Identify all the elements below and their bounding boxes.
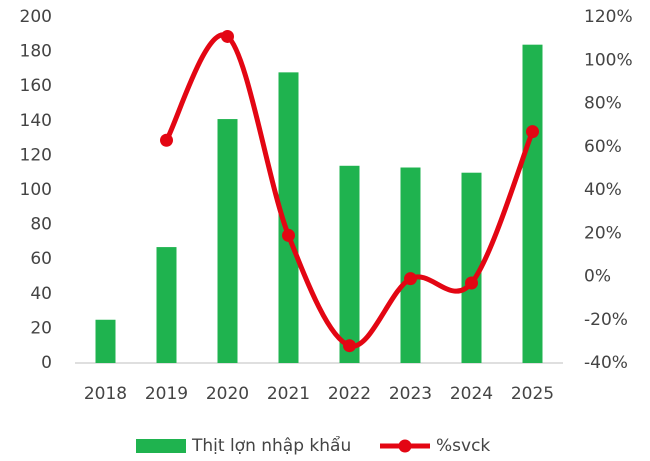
y2-tick-label: 60% (584, 137, 622, 157)
y-tick-label: 140 (20, 111, 52, 131)
x-tick-label: 2025 (511, 384, 554, 404)
x-tick-label: 2018 (84, 384, 127, 404)
x-tick-label: 2024 (450, 384, 493, 404)
legend-swatch-marker (398, 439, 412, 453)
line-marker (282, 228, 295, 242)
line-marker (526, 125, 539, 139)
y-tick-label: 40 (30, 284, 52, 304)
y-tick-label: 100 (20, 180, 52, 200)
y2-tick-label: -40% (584, 353, 628, 373)
y2-tick-label: -20% (584, 310, 628, 330)
y-tick-label: 60 (30, 249, 52, 269)
y-tick-label: 200 (20, 7, 52, 27)
bar (156, 247, 177, 363)
line-marker (465, 276, 478, 290)
bar (278, 72, 299, 364)
y-tick-label: 180 (20, 42, 52, 62)
x-tick-label: 2023 (389, 384, 432, 404)
y2-tick-label: 40% (584, 180, 622, 200)
y-tick-label: 0 (41, 353, 52, 373)
bar (95, 319, 116, 363)
y2-tick-label: 80% (584, 94, 622, 114)
x-tick-label: 2021 (267, 384, 310, 404)
y-tick-label: 80 (30, 215, 52, 235)
line-marker (221, 29, 234, 43)
y2-tick-label: 20% (584, 223, 622, 243)
x-tick-label: 2019 (145, 384, 188, 404)
line-marker (404, 272, 417, 286)
legend-label: %svck (436, 436, 490, 456)
bar (339, 165, 360, 363)
y-tick-label: 160 (20, 76, 52, 96)
bar (217, 119, 238, 363)
line-marker (160, 133, 173, 147)
legend-label: Thịt lợn nhập khẩu (191, 435, 351, 456)
legend-swatch (136, 439, 186, 453)
x-tick-label: 2022 (328, 384, 371, 404)
y2-tick-label: 100% (584, 50, 633, 70)
bar (400, 167, 421, 363)
y-tick-label: 120 (20, 145, 52, 165)
y2-tick-label: 120% (584, 7, 633, 27)
y-tick-label: 20 (30, 318, 52, 338)
bar (461, 172, 482, 363)
y2-tick-label: 0% (584, 267, 611, 287)
x-tick-label: 2020 (206, 384, 249, 404)
bar (522, 44, 543, 364)
line-marker (343, 339, 356, 353)
